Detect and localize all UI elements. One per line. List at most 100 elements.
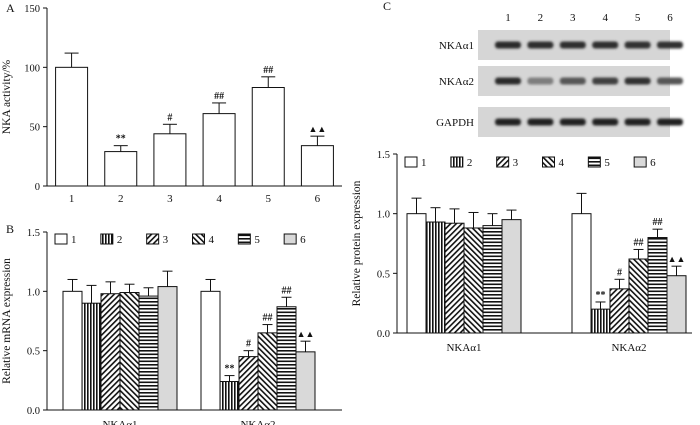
legend-label: 1 [71, 234, 77, 246]
western-blot-image: 1 2 3 4 5 6 NKAα1 NKAα2 GAPDH [436, 12, 683, 137]
blot-lane-label: 2 [538, 12, 544, 24]
bar-NKAα2-1 [200, 290, 221, 411]
legend-swatch-1 [54, 233, 68, 245]
bar-NKAα1-6 [157, 286, 178, 411]
legend-swatch-3 [146, 233, 160, 245]
bar-NKAα1-6 [501, 219, 522, 334]
bar-a-2 [104, 151, 138, 187]
bar-NKAα1-3 [444, 222, 465, 334]
panel-label-b: B [6, 222, 14, 236]
blot-band [559, 118, 586, 126]
y-tick-label: 0.0 [377, 329, 390, 340]
x-tick-label: 3 [167, 193, 173, 205]
y-tick-label: 50 [30, 123, 41, 134]
legend-swatch-3 [496, 156, 510, 168]
blot-band [559, 41, 586, 49]
y-axis-title: NKA activity/% [1, 59, 13, 134]
x-tick-label: 2 [118, 193, 124, 205]
legend-label: 4 [559, 157, 565, 169]
legend-label: 6 [300, 234, 306, 246]
blot-band [592, 77, 619, 85]
legend-swatch-6 [633, 156, 647, 168]
legend-label: 4 [209, 234, 215, 246]
legend-swatch-6 [283, 233, 297, 245]
annotation-a-3: # [167, 112, 172, 123]
blot-band [624, 118, 651, 126]
legend-label: 2 [117, 234, 123, 246]
x-tick-label: 4 [216, 193, 222, 205]
y-tick-label: 0.5 [27, 347, 40, 358]
annotation-NKAα2-4: ## [634, 237, 644, 248]
bar-NKAα1-4 [463, 227, 484, 334]
bar-NKAα2-2 [219, 381, 240, 411]
bar-NKAα1-5 [482, 225, 503, 334]
panel-b-chart: 0.0 0.5 1.0 1.5 Relative mRNA expression 1 2 3 4… [1, 228, 342, 425]
blot-band [657, 41, 683, 49]
annotation-NKAα2-2: ** [596, 290, 606, 301]
bar-NKAα2-6 [666, 275, 687, 334]
blot-band [495, 118, 521, 126]
legend-label: 1 [421, 157, 427, 169]
bar-a-4 [202, 113, 236, 187]
legend-swatch-5 [237, 233, 251, 245]
annotation-NKAα2-5: ## [653, 217, 663, 228]
y-tick-label: 0.0 [27, 406, 40, 417]
bar-NKAα2-4 [628, 258, 649, 334]
blot-band [657, 118, 683, 126]
x-group-label: NKAα1 [446, 342, 481, 354]
x-group-label: NKAα2 [240, 419, 275, 425]
blot-band [527, 77, 554, 85]
blot-band [495, 77, 521, 85]
panel-label-c: C [383, 0, 391, 13]
bar-NKAα2-5 [647, 237, 668, 334]
blot-band [592, 118, 619, 126]
annotation-NKAα2-6: ▲▲ [668, 254, 686, 264]
y-tick-label: 1.5 [377, 150, 390, 161]
blot-band [624, 41, 651, 49]
blot-row-label: NKAα2 [439, 76, 474, 88]
x-group-label: NKAα2 [611, 342, 646, 354]
legend-swatch-2 [450, 156, 464, 168]
y-tick-label: 150 [24, 4, 40, 15]
bar-NKAα1-1 [62, 290, 83, 411]
y-tick-label: 100 [24, 63, 40, 74]
legend-label: 2 [467, 157, 473, 169]
x-tick-label: 5 [266, 193, 272, 205]
y-axis-title: Relative protein expression [351, 180, 363, 306]
y-tick-label: 1.5 [27, 228, 40, 239]
bar-NKAα2-3 [609, 288, 630, 334]
bar-NKAα2-5 [276, 306, 297, 411]
blot-row-label: NKAα1 [439, 40, 474, 52]
annotation-a-5: ## [263, 65, 273, 76]
blot-band [592, 41, 619, 49]
bar-NKAα1-1 [406, 213, 427, 334]
annotation-NKAα2-3: # [617, 267, 622, 278]
bar-a-6 [300, 145, 334, 187]
annotation-NKAα2-5: ## [282, 285, 292, 296]
annotation-NKAα2-3: # [246, 339, 251, 350]
annotation-a-6: ▲▲ [309, 124, 327, 134]
annotation-NKAα2-6: ▲▲ [297, 329, 315, 339]
bar-NKAα2-2 [590, 308, 611, 334]
annotation-a-4: ## [214, 91, 224, 102]
bar-a-1 [55, 66, 89, 187]
bar-NKAα1-2 [425, 221, 446, 334]
blot-lane-label: 6 [667, 12, 673, 24]
blot-lane-label: 1 [505, 12, 511, 24]
blot-row-label: GAPDH [436, 117, 474, 129]
blot-band [657, 77, 683, 85]
bar-NKAα2-4 [257, 332, 278, 411]
annotation-NKAα2-2: ** [225, 364, 235, 375]
blot-band [527, 118, 554, 126]
blot-lane-label: 5 [635, 12, 641, 24]
x-group-label: NKAα1 [102, 419, 137, 425]
panel-a-chart: 0 50 100 150 NKA activity/% 1 ** 2 #3 ## 4 ## 5 ▲▲ 6 [1, 4, 342, 205]
annotation-a-2: ** [116, 134, 126, 145]
annotation-NKAα2-4: ## [263, 313, 273, 324]
legend-swatch-5 [587, 156, 601, 168]
legend-label: 3 [163, 234, 169, 246]
legend-label: 6 [650, 157, 656, 169]
panel-c-chart: 0.0 0.5 1.0 1.5 Relative protein expression 1… [351, 150, 692, 354]
blot-lane-label: 4 [602, 12, 608, 24]
